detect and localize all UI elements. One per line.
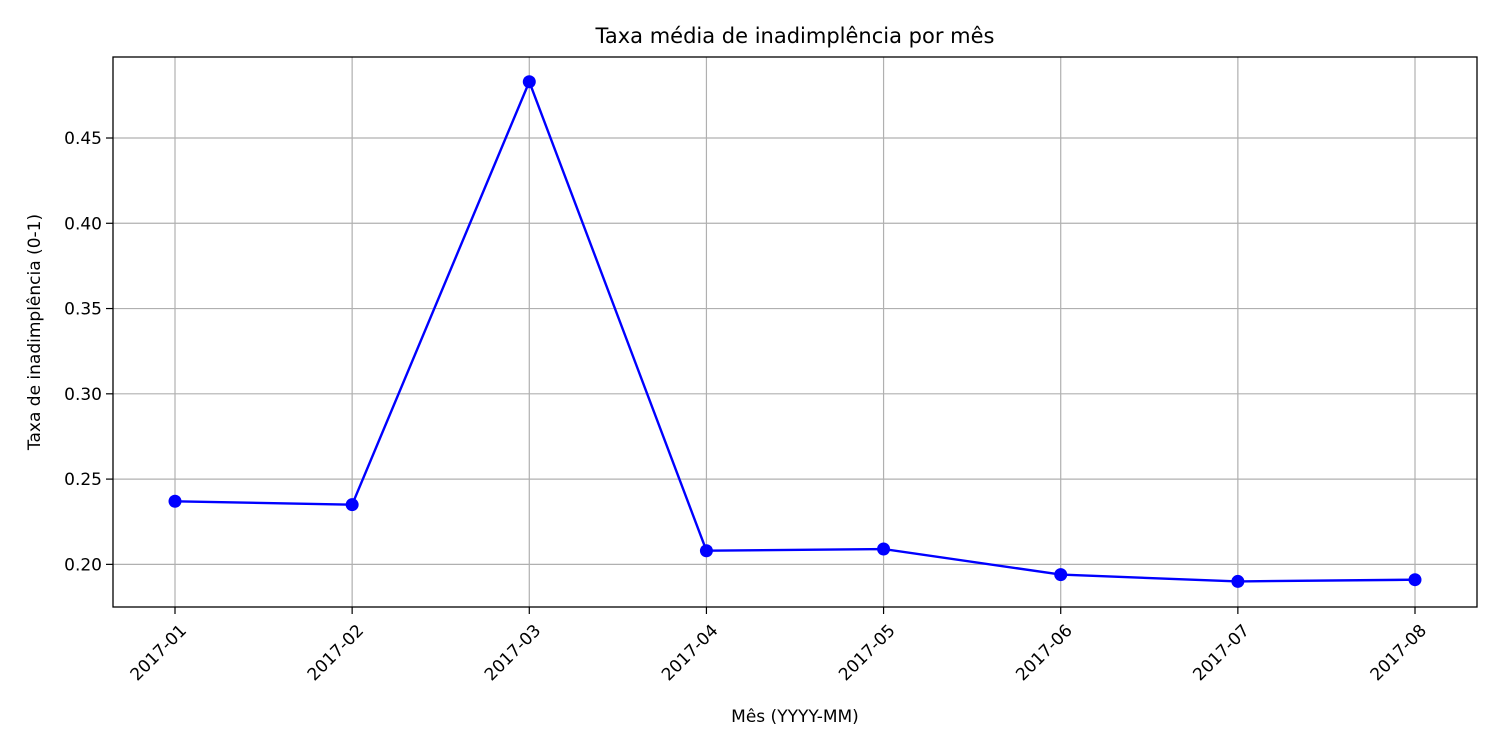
data-point bbox=[877, 542, 891, 556]
series-line bbox=[174, 80, 1416, 583]
data-point bbox=[168, 494, 182, 508]
y-tick-label: 0.35 bbox=[64, 300, 102, 320]
series-layer bbox=[168, 75, 1422, 588]
y-axis: 0.20 0.25 0.30 0.35 0.40 0.45 bbox=[64, 129, 113, 575]
y-tick-label: 0.45 bbox=[64, 129, 102, 149]
data-point bbox=[1408, 573, 1422, 587]
chart-title: Taxa média de inadimplência por mês bbox=[595, 24, 995, 48]
data-point bbox=[1231, 574, 1245, 588]
y-axis-label: Taxa de inadimplência (0-1) bbox=[25, 214, 45, 451]
plot-frame bbox=[112, 56, 1478, 608]
x-axis-label: Mês (YYYY-MM) bbox=[731, 707, 859, 727]
data-point bbox=[522, 75, 536, 89]
data-point bbox=[345, 498, 359, 512]
y-tick-label: 0.40 bbox=[64, 214, 102, 234]
grid bbox=[113, 57, 1477, 607]
data-point bbox=[1054, 568, 1068, 582]
y-tick-label: 0.20 bbox=[64, 555, 102, 575]
y-tick-label: 0.30 bbox=[64, 385, 102, 405]
y-tick-label: 0.25 bbox=[64, 470, 102, 490]
data-point bbox=[699, 544, 713, 558]
